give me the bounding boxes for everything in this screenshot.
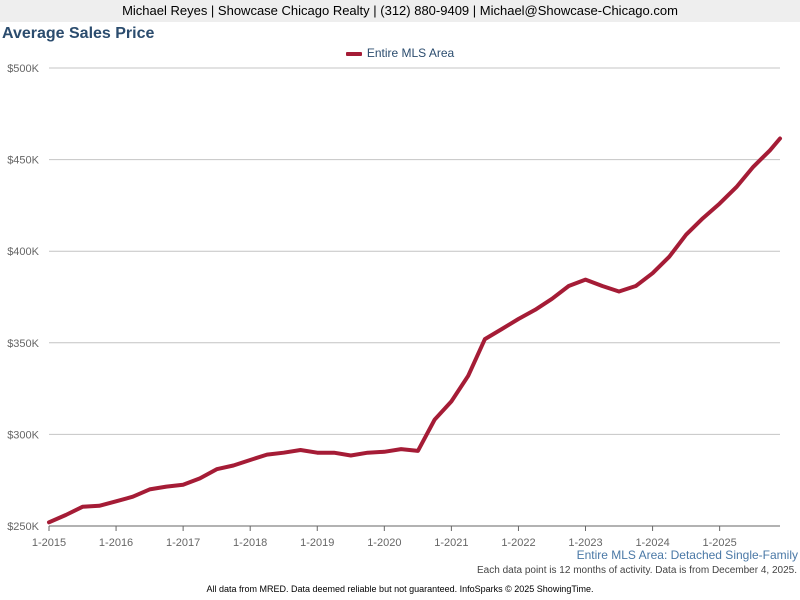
data-point [248,458,252,462]
area-label: Entire MLS Area: Detached Single-Family [576,548,798,562]
data-point [701,216,705,220]
data-point [567,284,571,288]
data-point [600,284,604,288]
data-point [634,284,638,288]
agent-contact-bar: Michael Reyes | Showcase Chicago Realty … [0,0,800,22]
data-point [617,290,621,293]
x-tick-label: 1-2021 [434,537,468,549]
data-point [433,418,437,422]
y-tick-label: $400K [7,246,39,258]
legend-swatch [345,51,362,56]
x-tick-label: 1-2019 [300,537,334,549]
data-point [416,449,420,453]
legend-label: Entire MLS Area [366,46,455,60]
series-line-0 [47,136,782,525]
data-point [584,278,587,282]
x-tick-label: 1-2023 [568,537,602,549]
data-point [382,450,386,454]
data-point [500,327,504,331]
chart-title: Average Sales Price [2,25,155,42]
data-point [215,467,219,471]
data-point [299,448,302,452]
data-point [97,504,101,508]
y-tick-label: $250K [7,521,39,533]
disclaimer: All data from MRED. Data deemed reliable… [206,584,594,594]
data-point [114,499,118,503]
data-point [198,476,202,480]
data-point [315,451,319,455]
data-point [231,464,235,467]
data-point [684,233,688,237]
x-tick-label: 1-2025 [703,537,737,549]
y-tick-label: $300K [7,429,39,441]
data-point [131,495,135,499]
data-point [399,447,403,451]
data-point [366,451,370,455]
data-point [516,317,520,321]
data-note: Each data point is 12 months of activity… [477,565,797,576]
data-point [81,505,84,509]
x-tick-label: 1-2024 [635,537,669,549]
data-point [734,185,738,189]
data-point [282,451,286,455]
line-chart: $250K $300K $350K $400K $450K $500K 1-2015 1-20… [7,63,782,549]
data-point [778,137,782,140]
data-point [148,487,152,491]
data-point [449,399,453,403]
data-point [466,374,470,378]
data-point [164,485,168,489]
x-tick-label: 1-2022 [501,537,535,549]
x-tick-label: 1-2016 [99,537,133,549]
data-point [64,513,68,517]
x-tick-label: 1-2015 [32,537,66,549]
data-point [483,337,487,341]
data-point [533,308,537,312]
data-point [265,453,269,457]
chart-legend[interactable]: Entire MLS Area [0,46,800,60]
data-point [768,148,772,152]
data-point [47,520,51,524]
data-point [181,483,185,487]
y-tick-label: $450K [7,155,39,167]
data-point [349,454,353,457]
data-point [550,297,554,301]
data-point [332,451,336,455]
x-tick-label: 1-2020 [367,537,401,549]
data-point [718,202,722,206]
x-tick-label: 1-2018 [233,537,267,549]
data-point [751,165,755,169]
x-tick-label: 1-2017 [166,537,200,549]
data-point [667,255,671,259]
y-tick-label: $500K [7,63,39,75]
y-tick-label: $350K [7,338,39,350]
data-point [651,271,655,275]
